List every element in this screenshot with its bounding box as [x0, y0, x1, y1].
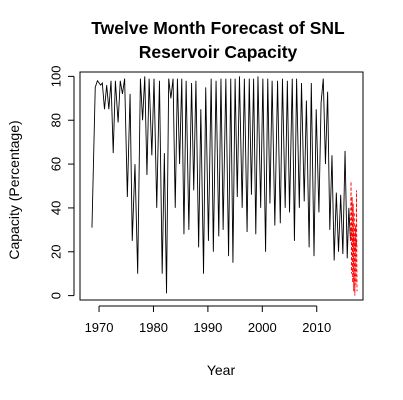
x-axis: 1970 1980 1990 2000 2010 [85, 305, 331, 335]
y-tick-label: 20 [49, 245, 64, 259]
series-line-2 [350, 181, 358, 296]
y-tick-label: 40 [49, 201, 64, 215]
series-line-1 [91, 76, 351, 294]
y-axis-label: Capacity (Percentage) [6, 120, 22, 259]
chart-title-line-1: Twelve Month Forecast of SNL [91, 18, 345, 38]
y-tick-label: 0 [49, 292, 64, 299]
series-line-3 [350, 229, 358, 252]
x-tick-label: 1980 [139, 320, 168, 335]
x-tick-label: 1990 [193, 320, 222, 335]
y-tick-label: 60 [49, 157, 64, 171]
plot-frame [79, 71, 364, 301]
x-tick-label: 2000 [248, 320, 277, 335]
chart-title-line-2: Reservoir Capacity [139, 42, 298, 62]
y-axis: 0 20 40 60 80 100 [49, 66, 75, 299]
x-tick-label: 2010 [302, 320, 331, 335]
x-axis-label: Year [207, 362, 236, 378]
y-tick-label: 100 [49, 66, 64, 88]
y-tick-label: 80 [49, 113, 64, 127]
data-layer [91, 76, 358, 296]
x-tick-label: 1970 [85, 320, 114, 335]
